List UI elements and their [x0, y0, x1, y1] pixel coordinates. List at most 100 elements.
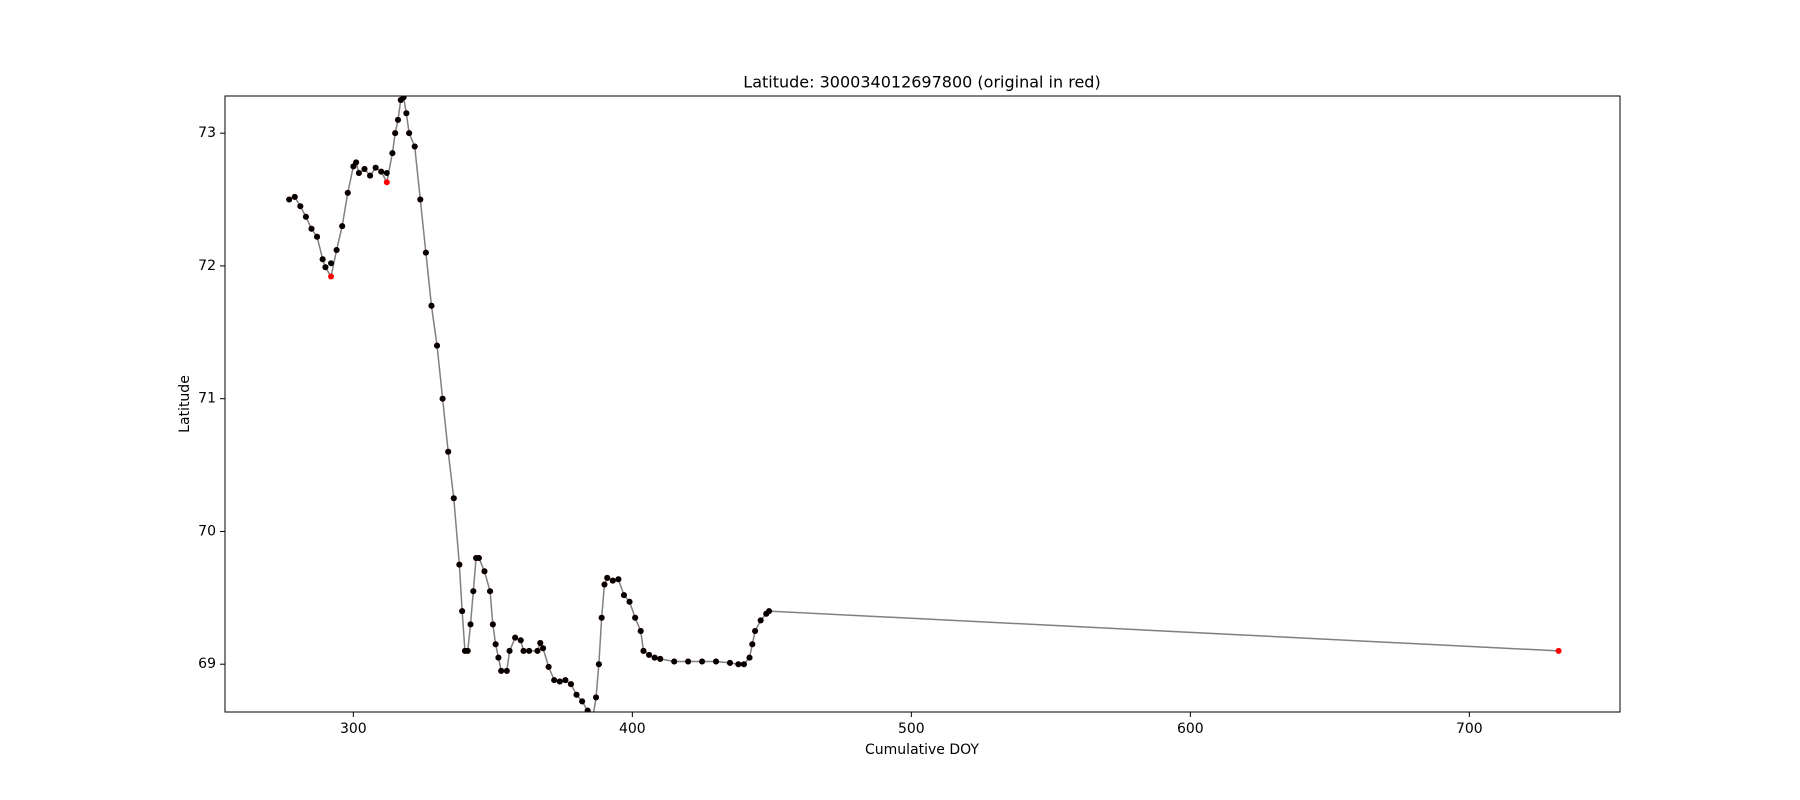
data-point — [489, 621, 496, 628]
data-point — [520, 647, 527, 654]
data-point — [503, 667, 510, 674]
data-point — [626, 598, 633, 605]
x-tick-label: 400 — [619, 721, 646, 737]
data-point — [322, 264, 329, 271]
y-tick-label: 72 — [198, 258, 216, 274]
y-tick-label: 69 — [198, 656, 216, 672]
data-point — [328, 273, 335, 280]
data-point — [562, 677, 569, 684]
data-point — [537, 639, 544, 646]
data-point — [400, 96, 407, 101]
data-point — [428, 302, 435, 309]
data-point — [389, 150, 396, 157]
data-point — [367, 172, 374, 179]
data-point — [344, 189, 351, 196]
data-point — [512, 634, 519, 641]
data-point — [394, 116, 401, 123]
y-tick-label: 73 — [198, 125, 216, 141]
data-point — [584, 707, 591, 712]
data-point — [551, 677, 558, 684]
data-point — [406, 130, 413, 137]
data-point — [556, 678, 563, 685]
data-point — [598, 614, 605, 621]
data-point — [620, 592, 627, 599]
x-tick-label: 300 — [340, 721, 367, 737]
data-point — [651, 654, 658, 661]
data-point — [726, 659, 733, 666]
data-point — [372, 164, 379, 171]
x-tick-label: 600 — [1177, 721, 1204, 737]
data-point — [746, 654, 753, 661]
x-tick-label: 700 — [1456, 721, 1483, 737]
data-point — [685, 658, 692, 665]
data-point — [339, 223, 346, 230]
data-point — [545, 663, 552, 670]
data-point — [456, 561, 463, 568]
data-point — [392, 130, 399, 137]
data-point — [757, 617, 764, 624]
data-point — [604, 574, 611, 581]
data-point — [314, 233, 321, 240]
data-point — [671, 658, 678, 665]
data-point — [1555, 647, 1562, 654]
data-point — [422, 249, 429, 256]
data-point — [640, 647, 647, 654]
data-point — [573, 691, 580, 698]
data-point — [749, 641, 756, 648]
data-point — [492, 641, 499, 648]
data-point — [735, 661, 742, 668]
data-point — [481, 568, 488, 575]
data-point — [361, 166, 368, 173]
data-point — [595, 661, 602, 668]
data-point — [615, 576, 622, 583]
data-point — [467, 621, 474, 628]
series-line — [288, 96, 1559, 712]
data-point — [464, 647, 471, 654]
data-point — [591, 711, 595, 712]
data-point — [291, 193, 298, 200]
data-point — [498, 667, 505, 674]
data-point — [333, 247, 340, 253]
data-point — [540, 645, 547, 652]
data-point — [403, 110, 410, 117]
data-point — [470, 588, 477, 595]
data-point — [766, 608, 773, 615]
data-point — [353, 159, 360, 166]
data-point — [699, 658, 706, 665]
data-point — [383, 179, 390, 186]
data-point — [487, 588, 494, 595]
y-tick-label: 70 — [198, 523, 216, 539]
data-point — [308, 225, 315, 232]
data-point — [534, 647, 541, 654]
data-point — [657, 655, 664, 662]
plot-area — [286, 96, 1562, 712]
data-point — [355, 170, 362, 176]
data-point — [319, 256, 326, 263]
x-tick-label: 500 — [898, 721, 925, 737]
data-point — [302, 213, 309, 220]
data-point — [609, 577, 616, 584]
data-point — [579, 698, 586, 705]
chart-title: Latitude: 300034012697800 (original in r… — [743, 73, 1100, 92]
data-point — [286, 196, 293, 203]
data-point — [434, 342, 441, 349]
data-point — [378, 168, 385, 175]
data-point — [632, 614, 639, 621]
y-tick-label: 71 — [198, 391, 216, 407]
data-point — [297, 203, 304, 210]
data-point — [439, 395, 446, 402]
data-point — [506, 647, 513, 654]
data-point — [591, 711, 595, 712]
data-point — [495, 654, 502, 661]
data-point — [526, 647, 533, 654]
data-point — [450, 495, 457, 502]
data-point — [475, 555, 482, 561]
axes-frame — [224, 95, 1621, 713]
data-point — [601, 581, 608, 588]
data-point — [567, 681, 574, 688]
data-point — [417, 196, 424, 203]
data-point — [411, 143, 418, 150]
data-point — [637, 628, 644, 635]
